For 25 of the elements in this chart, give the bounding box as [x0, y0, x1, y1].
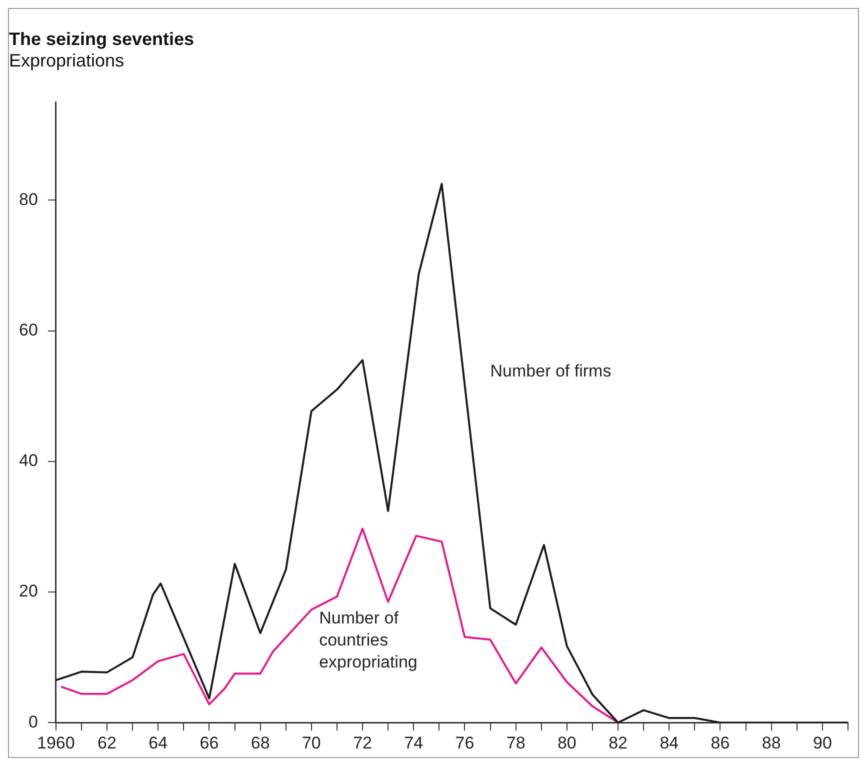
x-tick-label: 70: [302, 733, 321, 752]
x-tick-label: 66: [200, 733, 219, 752]
y-tick-label: 20: [18, 582, 38, 601]
y-tick-label: 40: [18, 451, 38, 470]
x-tick-label: 62: [98, 733, 116, 752]
x-tick-label: 84: [660, 733, 679, 752]
x-tick-label: 82: [608, 733, 628, 752]
x-tick-label: 76: [455, 733, 474, 752]
x-tick-label: 1960: [36, 733, 75, 752]
series-label: Number of firms: [490, 361, 612, 380]
x-tick-label: 78: [506, 733, 526, 752]
x-tick-label: 74: [404, 733, 424, 752]
x-tick-label: 86: [710, 733, 730, 752]
x-tick-label: 80: [557, 733, 576, 752]
chart-title: The seizing seventies: [9, 28, 194, 49]
x-tick-label: 68: [250, 733, 270, 752]
x-tick-label: 64: [148, 733, 168, 752]
y-tick-label: 60: [18, 320, 38, 340]
y-tick-label: 0: [28, 712, 38, 732]
series-label: Number of countries expropriating: [319, 608, 418, 672]
x-tick-label: 90: [812, 733, 832, 752]
x-tick-label: 88: [762, 733, 781, 752]
x-tick-label: 72: [353, 733, 372, 752]
chart-subtitle: Expropriations: [9, 50, 124, 70]
y-tick-label: 80: [18, 190, 38, 209]
